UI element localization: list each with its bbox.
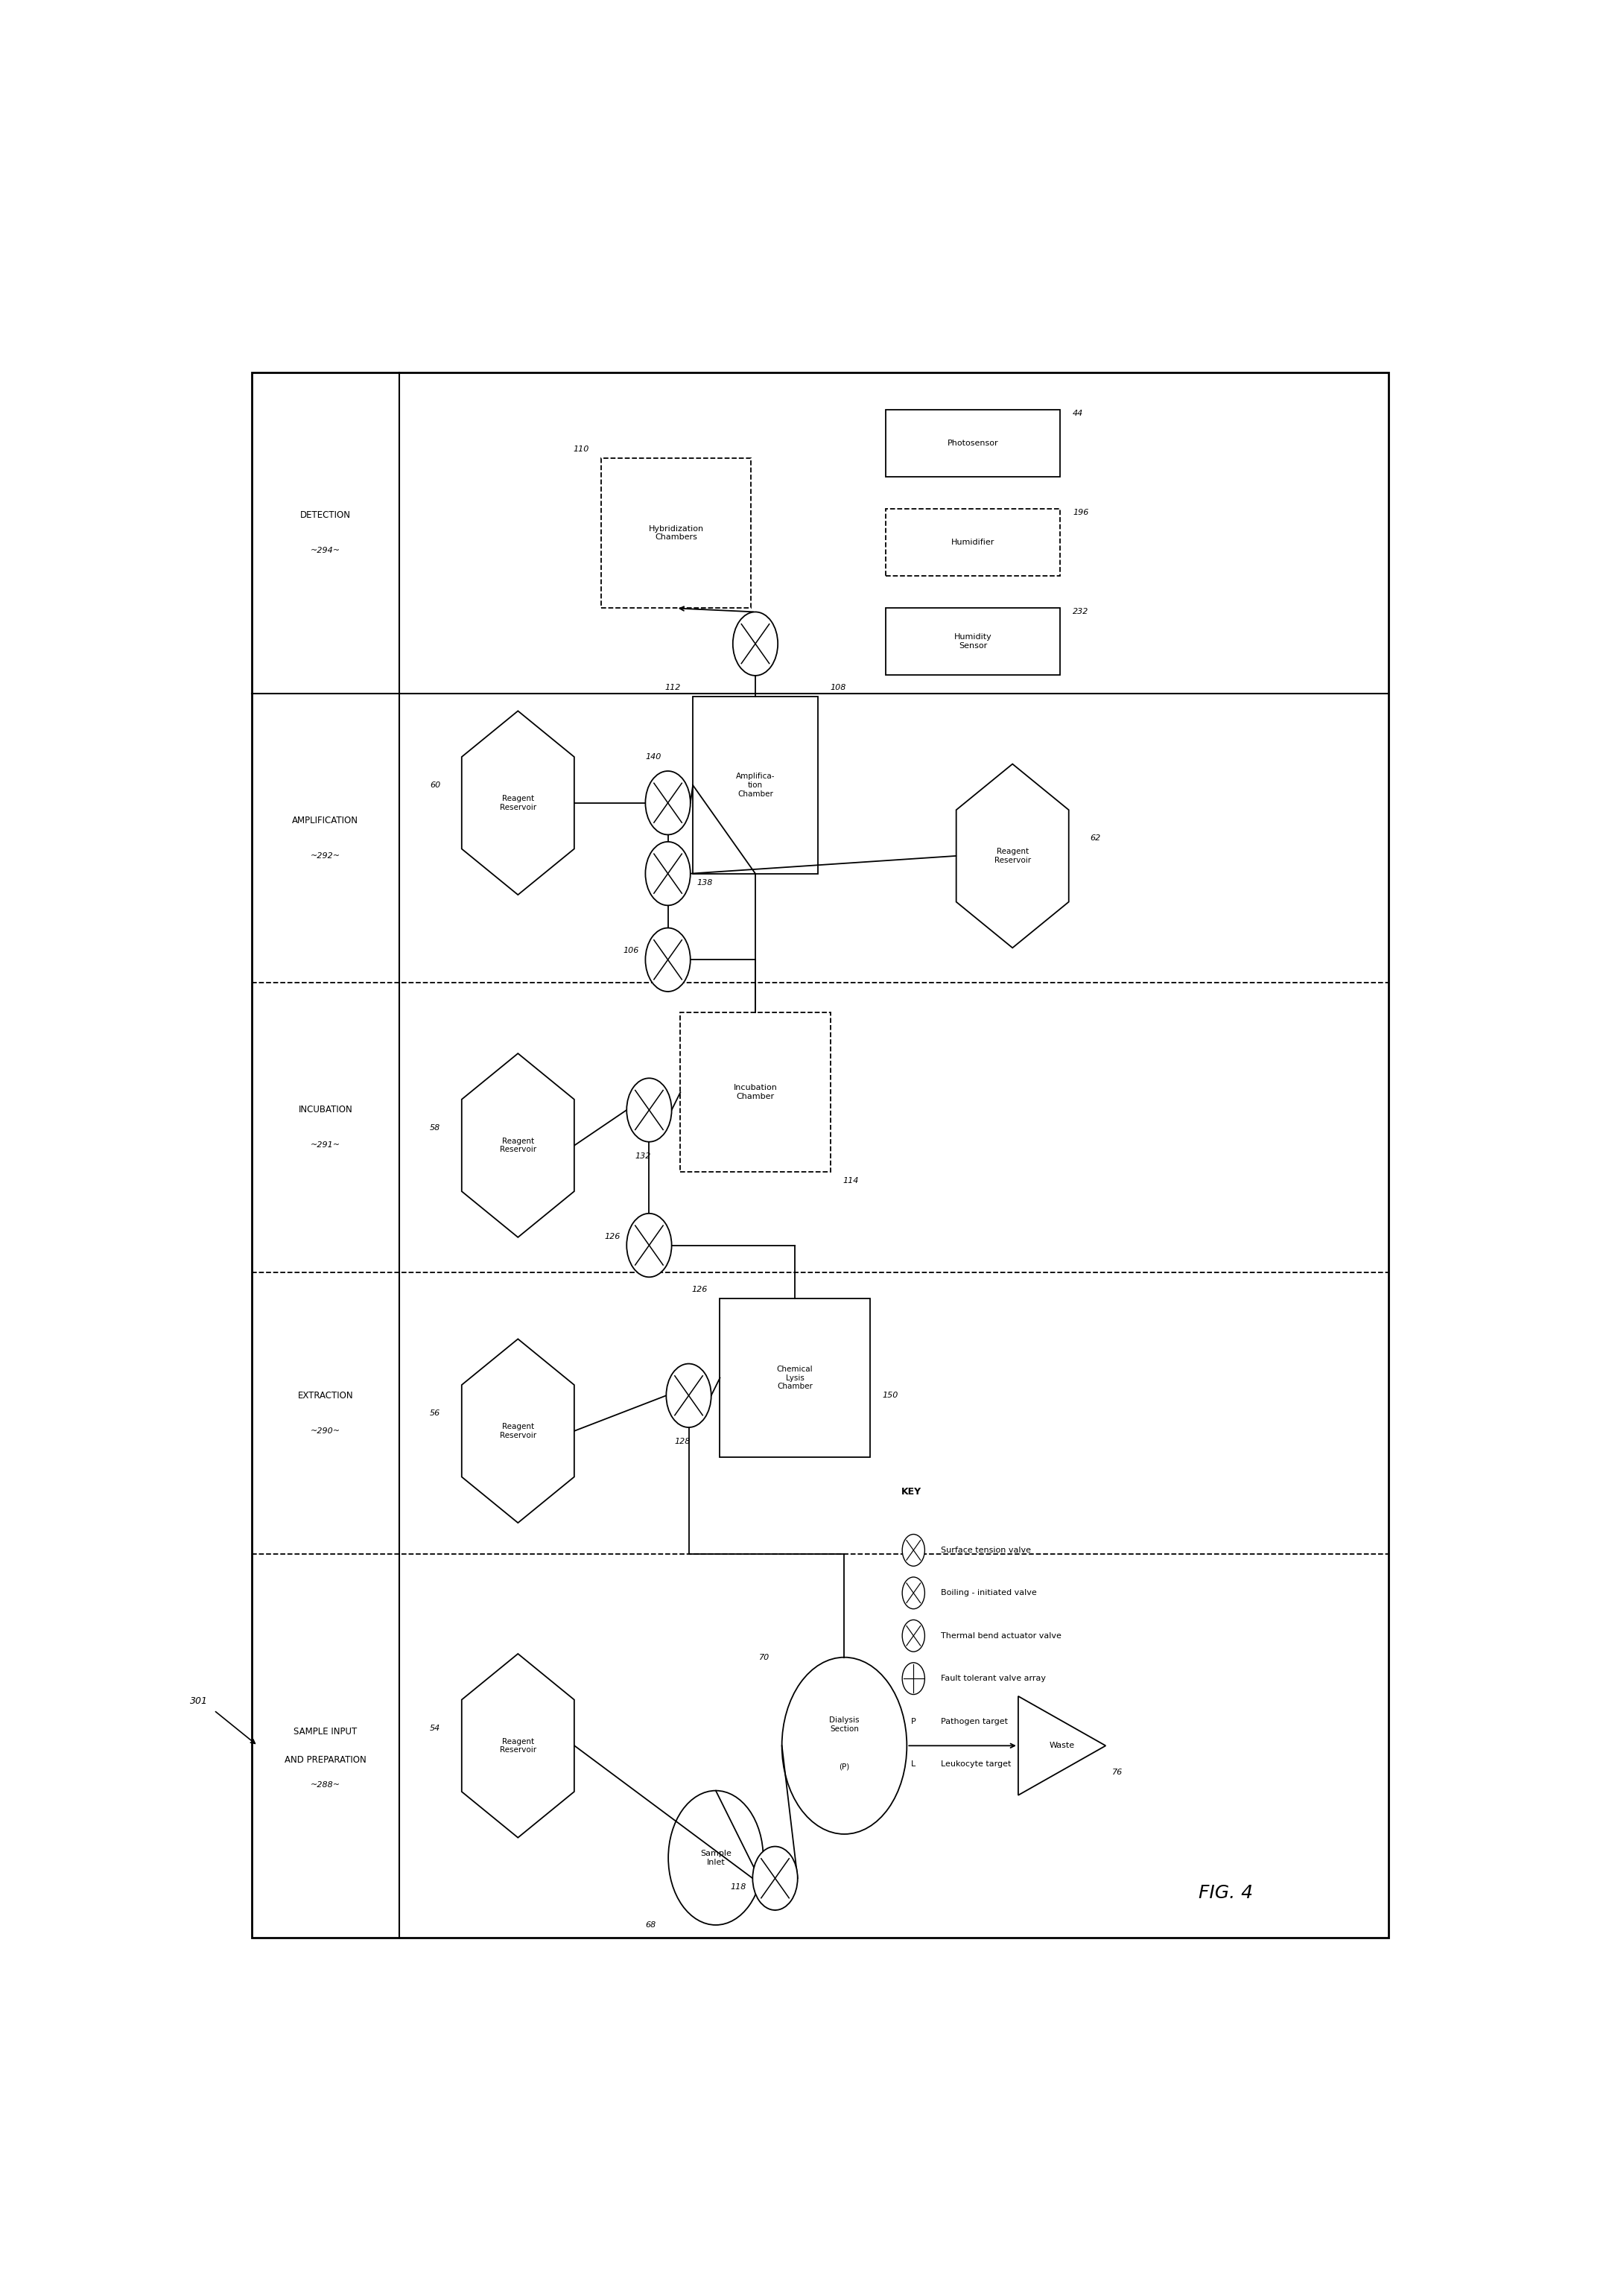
Circle shape (669, 1791, 762, 1924)
Text: Reagent
Reservoir: Reagent Reservoir (500, 1137, 537, 1153)
Circle shape (645, 771, 690, 836)
Text: 138: 138 (696, 879, 713, 886)
Polygon shape (461, 1054, 574, 1238)
Text: 62: 62 (1090, 833, 1101, 843)
Bar (885, 411, 1061, 478)
Text: 108: 108 (830, 684, 846, 691)
Text: 110: 110 (572, 445, 588, 452)
Circle shape (645, 843, 690, 905)
Text: 140: 140 (646, 753, 661, 760)
Text: Fault tolerant valve array: Fault tolerant valve array (940, 1674, 1046, 1683)
Text: Amplifica-
tion
Chamber: Amplifica- tion Chamber (735, 774, 775, 797)
Text: Thermal bend actuator valve: Thermal bend actuator valve (940, 1632, 1061, 1639)
Text: 126: 126 (692, 1286, 708, 1293)
Text: Incubation
Chamber: Incubation Chamber (733, 1084, 777, 1100)
Text: 58: 58 (430, 1125, 440, 1132)
Text: P: P (911, 1717, 916, 1724)
Text: ~288~: ~288~ (311, 1782, 340, 1789)
Text: Reagent
Reservoir: Reagent Reservoir (500, 1738, 537, 1754)
Text: 126: 126 (604, 1233, 621, 1240)
Text: ~292~: ~292~ (311, 852, 340, 859)
Text: 54: 54 (430, 1724, 440, 1731)
Text: 106: 106 (624, 948, 638, 955)
Text: 132: 132 (635, 1153, 651, 1159)
Text: INCUBATION: INCUBATION (298, 1104, 353, 1116)
Circle shape (903, 1662, 925, 1694)
Text: Sample
Inlet: Sample Inlet (700, 1851, 732, 1867)
Text: SAMPLE INPUT: SAMPLE INPUT (293, 1727, 358, 1736)
Text: Humidity
Sensor: Humidity Sensor (954, 634, 991, 650)
Text: Boiling - initiated valve: Boiling - initiated valve (940, 1589, 1037, 1596)
Text: L: L (911, 1761, 916, 1768)
Text: ~291~: ~291~ (311, 1141, 340, 1148)
Text: AND PREPARATION: AND PREPARATION (284, 1754, 366, 1766)
Polygon shape (956, 765, 1069, 948)
Text: Pathogen target: Pathogen target (940, 1717, 1008, 1724)
Bar (693, 696, 817, 872)
Text: AMPLIFICATION: AMPLIFICATION (292, 815, 358, 824)
Circle shape (903, 1577, 925, 1609)
Text: Surface tension valve: Surface tension valve (940, 1548, 1030, 1554)
Text: Reagent
Reservoir: Reagent Reservoir (995, 847, 1030, 863)
Bar (885, 510, 1061, 576)
Circle shape (782, 1658, 908, 1835)
Text: Waste: Waste (1049, 1743, 1075, 1750)
Text: (P): (P) (838, 1763, 850, 1770)
Text: Reagent
Reservoir: Reagent Reservoir (500, 794, 537, 810)
Text: Reagent
Reservoir: Reagent Reservoir (500, 1424, 537, 1440)
Bar (721, 1297, 870, 1458)
Bar (251, 372, 1388, 1938)
Circle shape (645, 928, 690, 992)
Text: Humidifier: Humidifier (951, 540, 995, 546)
Text: 68: 68 (645, 1922, 656, 1929)
Text: Hybridization
Chambers: Hybridization Chambers (648, 526, 704, 542)
Text: Photosensor: Photosensor (948, 441, 998, 448)
Bar (680, 1013, 830, 1171)
Text: EXTRACTION: EXTRACTION (298, 1391, 353, 1401)
Circle shape (627, 1079, 672, 1141)
Text: KEY: KEY (901, 1488, 922, 1497)
Text: 76: 76 (1112, 1768, 1122, 1775)
Text: FIG. 4: FIG. 4 (1199, 1885, 1253, 1901)
Circle shape (753, 1846, 798, 1910)
Polygon shape (461, 1339, 574, 1522)
Text: 232: 232 (1074, 608, 1088, 615)
Text: 114: 114 (843, 1178, 859, 1185)
Circle shape (666, 1364, 711, 1428)
Text: 150: 150 (882, 1391, 898, 1398)
Bar (885, 608, 1061, 675)
Text: Dialysis
Section: Dialysis Section (829, 1717, 859, 1733)
Circle shape (733, 613, 779, 675)
Circle shape (903, 1534, 925, 1566)
Text: 112: 112 (664, 684, 680, 691)
Bar (601, 457, 751, 608)
Text: 70: 70 (759, 1653, 769, 1660)
Circle shape (627, 1215, 672, 1277)
Polygon shape (461, 1653, 574, 1837)
Text: ~294~: ~294~ (311, 546, 340, 556)
Circle shape (903, 1621, 925, 1651)
Text: 128: 128 (674, 1437, 690, 1444)
Text: 196: 196 (1074, 510, 1088, 517)
Text: 301: 301 (190, 1697, 208, 1706)
Text: 118: 118 (730, 1883, 746, 1892)
Text: 56: 56 (430, 1410, 440, 1417)
Text: ~290~: ~290~ (311, 1428, 340, 1435)
Text: DETECTION: DETECTION (300, 510, 351, 521)
Polygon shape (1019, 1697, 1106, 1795)
Text: Chemical
Lysis
Chamber: Chemical Lysis Chamber (777, 1366, 812, 1391)
Polygon shape (461, 712, 574, 895)
Text: 60: 60 (430, 781, 440, 790)
Text: Leukocyte target: Leukocyte target (940, 1761, 1011, 1768)
Text: 44: 44 (1074, 411, 1083, 418)
